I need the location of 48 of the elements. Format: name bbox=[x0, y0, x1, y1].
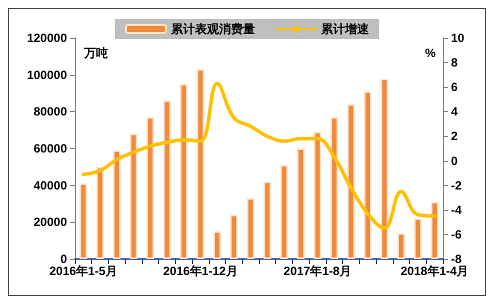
bar bbox=[96, 166, 104, 259]
y2-tick-label: -6 bbox=[451, 227, 462, 242]
y2-tick-label: 2 bbox=[451, 129, 458, 144]
bar bbox=[264, 182, 272, 259]
bar bbox=[430, 202, 438, 259]
y2-tick-label: 0 bbox=[451, 154, 458, 168]
y-tick-label: 120000 bbox=[26, 31, 68, 45]
bar bbox=[414, 218, 422, 259]
y2-tick-label: 6 bbox=[451, 80, 458, 94]
line-series bbox=[82, 82, 436, 230]
bar bbox=[130, 134, 138, 259]
y-tick-label: 60000 bbox=[34, 142, 68, 156]
legend-label: 累计表观消费量 bbox=[170, 22, 255, 36]
y-tick-label: 100000 bbox=[26, 68, 68, 82]
y2-tick-label: 8 bbox=[451, 56, 458, 70]
bar bbox=[213, 231, 221, 259]
bar bbox=[230, 214, 238, 259]
bar bbox=[364, 91, 372, 259]
x-tick-label: 2016年1-5月 bbox=[49, 264, 118, 278]
bar bbox=[146, 117, 154, 259]
y2-axis-title: % bbox=[425, 46, 436, 60]
bar bbox=[163, 100, 171, 259]
bar bbox=[297, 148, 305, 259]
bar bbox=[180, 84, 188, 259]
y-tick-label: 20000 bbox=[34, 215, 68, 230]
y2-tick-label: -4 bbox=[451, 202, 462, 217]
x-tick-label: 2017年1-8月 bbox=[284, 264, 352, 278]
bar bbox=[196, 69, 204, 259]
y2-tick-label: -8 bbox=[451, 252, 462, 266]
bar bbox=[113, 150, 121, 259]
y-tick-label: 0 bbox=[60, 252, 68, 266]
y-tick-label: 80000 bbox=[34, 104, 68, 119]
bar bbox=[330, 117, 338, 259]
bar bbox=[80, 183, 88, 259]
bar bbox=[397, 233, 405, 259]
bar bbox=[246, 198, 254, 259]
bar bbox=[347, 104, 355, 259]
y2-tick-label: -2 bbox=[451, 178, 462, 192]
bar bbox=[280, 165, 288, 259]
y-tick-label: 40000 bbox=[34, 178, 68, 192]
bar bbox=[380, 78, 388, 259]
legend-label: 累计增速 bbox=[320, 22, 370, 36]
x-tick-label: 2016年1-12月 bbox=[163, 264, 238, 278]
bar bbox=[314, 132, 322, 259]
y-axis-title: 万吨 bbox=[83, 46, 108, 60]
x-tick-label: 2018年1-4月 bbox=[400, 264, 469, 278]
y2-tick-label: 4 bbox=[451, 104, 458, 119]
y2-tick-label: 10 bbox=[451, 31, 465, 45]
